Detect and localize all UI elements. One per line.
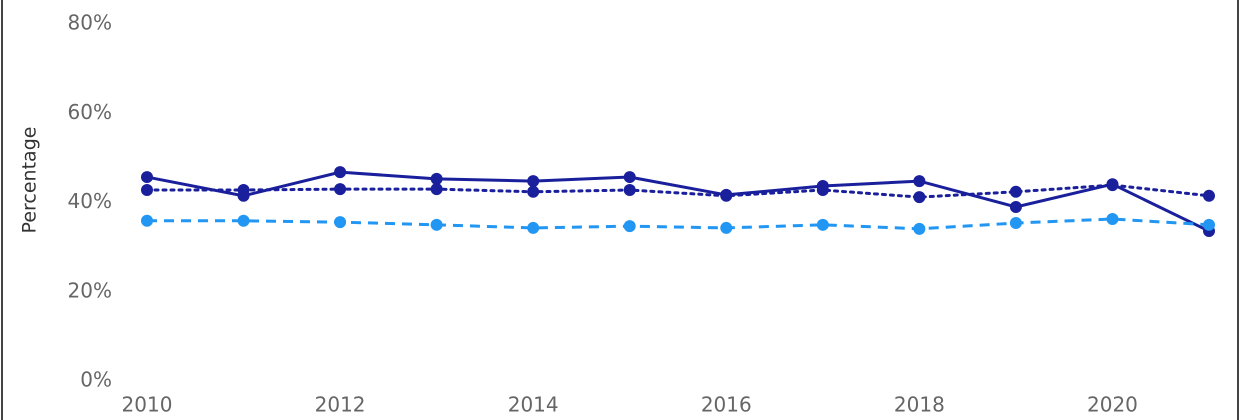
data-point — [527, 175, 540, 188]
data-point — [430, 172, 443, 185]
data-point — [334, 183, 347, 196]
data-point — [1203, 218, 1215, 231]
data-point — [237, 214, 250, 227]
data-point — [1009, 217, 1022, 230]
data-point — [430, 218, 443, 231]
data-point — [1009, 200, 1022, 213]
data-point — [913, 175, 926, 188]
data-point — [527, 185, 540, 198]
data-point — [1106, 213, 1119, 226]
data-point — [1106, 179, 1119, 192]
data-point — [1009, 185, 1022, 198]
data-point — [623, 220, 636, 233]
y-tick-label: 80% — [68, 11, 112, 35]
data-point — [334, 216, 347, 229]
data-point — [913, 191, 926, 204]
data-point — [527, 221, 540, 234]
data-point — [141, 184, 153, 197]
y-tick-label: 20% — [68, 278, 112, 302]
data-point — [1203, 189, 1215, 202]
y-tick-label: 0% — [80, 368, 112, 392]
x-tick-label: 2020 — [1087, 393, 1138, 417]
y-axis-label: Percentage — [19, 127, 41, 234]
x-tick-label: 2014 — [508, 393, 559, 417]
x-tick-label: 2012 — [315, 393, 366, 417]
x-tick-label: 2010 — [122, 393, 173, 417]
series-line — [146, 170, 1210, 233]
data-point — [816, 218, 829, 231]
y-tick-label: 40% — [68, 189, 112, 213]
data-point — [720, 189, 733, 202]
series-line — [145, 183, 1211, 199]
data-point — [816, 184, 829, 197]
series-line — [147, 217, 1210, 231]
data-point — [623, 184, 636, 197]
data-point — [141, 214, 153, 227]
data-point — [430, 183, 443, 196]
data-point — [913, 222, 926, 235]
data-point — [623, 171, 636, 184]
data-point — [334, 166, 347, 179]
data-point — [141, 171, 153, 184]
y-tick-label: 60% — [68, 100, 112, 124]
data-point — [720, 221, 733, 234]
x-tick-label: 2016 — [701, 393, 752, 417]
data-point — [237, 184, 250, 197]
x-tick-label: 2018 — [894, 393, 945, 417]
